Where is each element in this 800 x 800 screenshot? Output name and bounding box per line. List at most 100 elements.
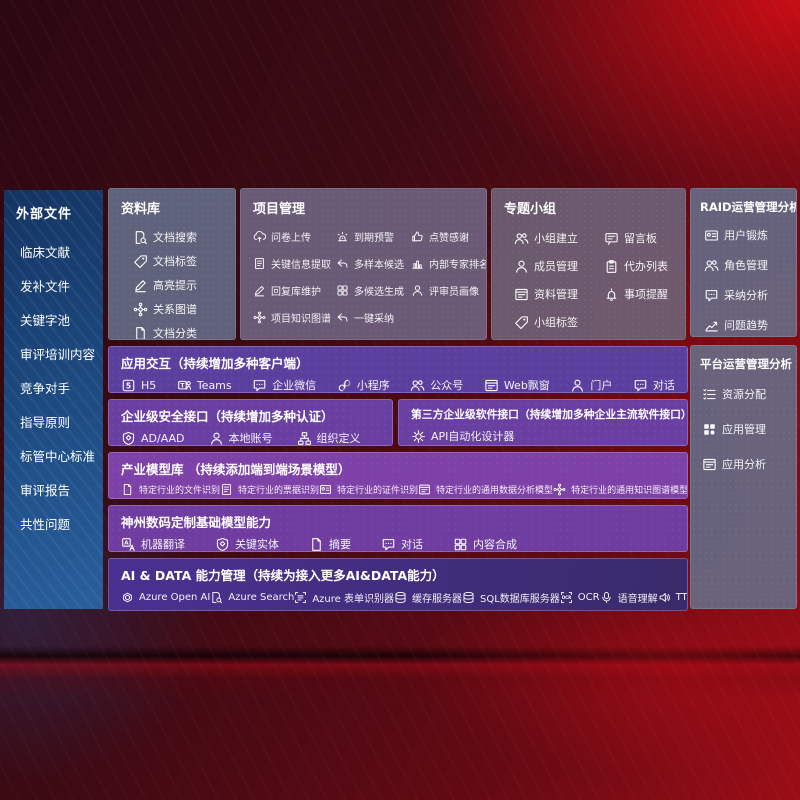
feature-item[interactable]: 特定行业的通用知识图谱模型 xyxy=(553,483,687,496)
feature-item[interactable]: OCR xyxy=(560,591,600,604)
feature-item[interactable]: H5 xyxy=(121,378,156,393)
feature-item[interactable]: 高亮提示 xyxy=(133,277,235,293)
platform-title: 平台运营管理分析 xyxy=(700,357,792,371)
feature-item[interactable]: 对话 xyxy=(381,536,423,551)
feature-item[interactable]: 摘要 xyxy=(309,536,351,551)
feature-item[interactable]: 文档标签 xyxy=(133,253,235,269)
feature-item[interactable]: API自动化设计器 xyxy=(411,428,514,444)
feature-item[interactable]: 关键信息提取 xyxy=(253,256,336,271)
feature-item[interactable]: 本地账号 xyxy=(209,430,273,445)
feature-item[interactable]: 机器翻译 xyxy=(121,536,185,551)
feature-label: 企业微信 xyxy=(272,379,317,392)
sidebar-item-list: 临床文献发补文件关键字池审评培训内容 竞争对手指导原则标管中心标准 审评报告共性问题 xyxy=(4,244,103,533)
feature-label: 公众号 xyxy=(430,379,464,392)
feature-item[interactable]: 公众号 xyxy=(410,377,464,392)
feature-item[interactable]: 文档搜索 xyxy=(133,229,235,245)
sidebar-item[interactable]: 临床文献 xyxy=(20,245,71,260)
feature-item[interactable]: 角色管理 xyxy=(704,257,796,273)
feature-label: 点赞感谢 xyxy=(429,233,469,244)
feature-item[interactable]: 采纳分析 xyxy=(704,287,796,303)
feature-label: 机器翻译 xyxy=(141,538,185,551)
feature-item[interactable]: 应用分析 xyxy=(702,456,796,472)
feature-item[interactable]: 对话 xyxy=(633,377,675,392)
feature-item[interactable]: 回复库维护 xyxy=(253,283,336,298)
feature-item[interactable]: 点赞感谢 xyxy=(411,229,486,244)
clipboard-icon xyxy=(604,259,619,274)
feature-label: 语音理解 xyxy=(617,594,658,605)
doclines-icon xyxy=(220,483,233,496)
feature-item[interactable]: 到期预警 xyxy=(336,229,411,244)
feature-item[interactable]: Azure Open AI xyxy=(121,591,210,604)
industry-models-row: 产业模型库 （持续添加端到端场景模型） 特定行业的文件识别 特定行业的票据识别 特定… xyxy=(108,452,688,499)
feature-item[interactable]: 资料管理 xyxy=(514,286,600,302)
library-item-list: 文档搜索文档标签高亮提示关系图谱文档分类 xyxy=(109,229,235,339)
feature-item[interactable]: 语音理解 xyxy=(600,590,658,605)
feature-label: Azure 表单识别器 xyxy=(312,594,394,605)
library-panel: 资料库 文档搜索文档标签高亮提示关系图谱文档分类 xyxy=(108,188,236,340)
feature-label: 对话 xyxy=(401,538,423,551)
feature-item[interactable]: 留言板 xyxy=(604,230,668,246)
feature-item[interactable]: 小程序 xyxy=(337,377,390,392)
feature-item[interactable]: 资源分配 xyxy=(702,386,796,402)
feature-item[interactable]: 应用管理 xyxy=(702,421,796,437)
sidebar-item[interactable]: 发补文件 xyxy=(20,279,71,294)
sidebar-item[interactable]: 关键字池 xyxy=(20,313,71,328)
sidebar-item[interactable]: 审评培训内容 xyxy=(20,347,96,362)
feature-item[interactable]: 多样本候选 xyxy=(336,256,411,271)
security-item-list: AD/AAD 本地账号 组织定义 xyxy=(121,430,380,446)
feature-item[interactable]: 内部专家排名 xyxy=(411,256,486,271)
feature-item[interactable]: AD/AAD xyxy=(121,431,185,446)
feature-item[interactable]: 特定行业的证件识别 xyxy=(319,483,418,496)
feature-item[interactable]: 特定行业的文件识别 xyxy=(121,483,220,496)
feature-item[interactable]: 项目知识图谱 xyxy=(253,310,336,325)
library-title: 资料库 xyxy=(121,202,161,217)
feature-item[interactable]: 问卷上传 xyxy=(253,229,336,244)
feature-item[interactable]: Azure Search xyxy=(210,591,294,604)
feature-item[interactable]: 文档分类 xyxy=(133,325,235,339)
feature-item[interactable]: Teams xyxy=(177,378,232,393)
feature-item[interactable]: 成员管理 xyxy=(514,258,600,274)
feature-item[interactable]: SQL数据库服务器 xyxy=(462,590,560,605)
sidebar-item[interactable]: 竞争对手 xyxy=(20,381,71,396)
feature-label: 文档标签 xyxy=(153,255,197,268)
feature-item[interactable]: 内容合成 xyxy=(453,536,517,552)
feature-item[interactable]: 组织定义 xyxy=(297,430,361,445)
trend-icon xyxy=(704,318,719,333)
feature-item[interactable]: 一键采纳 xyxy=(336,310,411,325)
feature-item[interactable]: 缓存服务器 xyxy=(394,590,462,605)
feature-item[interactable]: 企业微信 xyxy=(252,377,317,393)
feature-item[interactable]: 关系图谱 xyxy=(133,301,235,317)
feature-item[interactable]: Azure 表单识别器 xyxy=(294,590,394,605)
pen-icon xyxy=(253,284,266,297)
feature-label: 特定行业的文件识别 xyxy=(139,486,221,496)
feature-item[interactable]: 关键实体 xyxy=(215,536,279,552)
feature-item[interactable]: 用户锻炼 xyxy=(704,227,796,243)
group-title: 专题小组 xyxy=(504,202,557,217)
feature-item[interactable]: 特定行业的票据识别 xyxy=(220,483,319,496)
feature-item[interactable]: TTS xyxy=(658,591,687,604)
feature-label: H5 xyxy=(141,378,157,392)
grid-icon xyxy=(453,537,468,552)
feature-label: 本地账号 xyxy=(228,432,273,445)
feature-item[interactable]: 小组建立 xyxy=(514,230,600,246)
grid-icon xyxy=(336,284,349,297)
sidebar-item[interactable]: 标管中心标准 xyxy=(20,449,96,464)
feature-item[interactable]: 门户 xyxy=(570,377,612,392)
sidebar-item[interactable]: 共性问题 xyxy=(20,517,71,532)
feature-item[interactable]: 评审员画像 xyxy=(411,283,486,298)
feature-item[interactable]: 问题趋势 xyxy=(704,317,796,333)
app-interaction-row: 应用交互（持续增加多种客户端） H5 Teams 企业微信 小程序 公众号 Web飘窗 门户… xyxy=(108,346,688,393)
chat-icon xyxy=(252,378,267,393)
feature-item[interactable]: 多候选生成 xyxy=(336,283,411,298)
feature-item[interactable]: 特定行业的通用数据分析模型 xyxy=(418,483,553,496)
feature-item[interactable]: 事项提醒 xyxy=(604,286,668,302)
shield-icon xyxy=(215,537,230,552)
project-management-panel: 项目管理 问卷上传 到期预警 点赞感谢 关键信息提取 多样本候选 内部专家排名 回复库维护 多… xyxy=(240,188,487,340)
thirdparty-interface-row: 第三方企业级软件接口（持续增加多种企业主流软件接口） API自动化设计器 xyxy=(398,399,688,446)
sidebar-item[interactable]: 指导原则 xyxy=(20,415,71,430)
feature-item[interactable]: 小组标签 xyxy=(514,314,600,330)
feature-item[interactable]: Web飘窗 xyxy=(484,377,550,392)
sidebar-item[interactable]: 审评报告 xyxy=(20,483,71,498)
feature-label: 应用管理 xyxy=(722,423,766,436)
feature-item[interactable]: 代办列表 xyxy=(604,258,668,274)
